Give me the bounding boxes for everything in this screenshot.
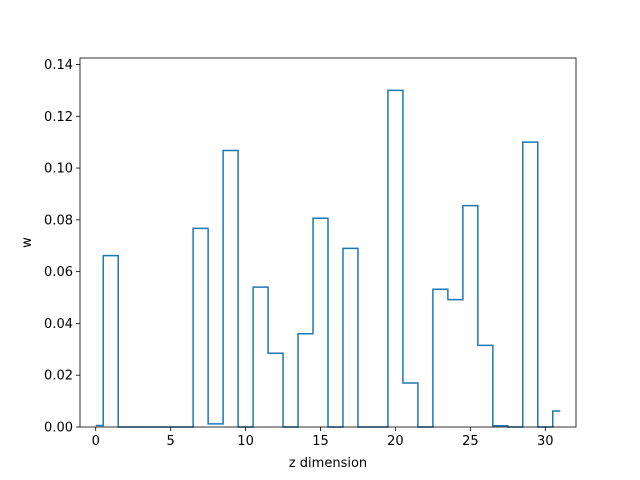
y-tick-label: 0.04: [44, 317, 73, 332]
y-tick-label: 0.06: [44, 265, 73, 280]
ticks-layer: 0 5 10 15 20 25 30 0.00 0.02 0.04 0.06 0.08 0.10 0.12…: [44, 58, 554, 449]
x-tick-label: 25: [462, 434, 479, 449]
x-tick-label: 0: [92, 434, 100, 449]
y-tick-label: 0.08: [44, 213, 73, 228]
axes-frame: [79, 57, 577, 428]
y-tick-label: 0.14: [44, 58, 73, 73]
x-axis-label: z dimension: [289, 456, 367, 471]
y-tick-label: 0.02: [44, 369, 73, 384]
x-tick-label: 20: [387, 434, 404, 449]
x-tick-label: 5: [167, 434, 175, 449]
x-tick-label: 10: [237, 434, 254, 449]
y-tick-label: 0.10: [44, 162, 73, 177]
x-tick-label: 15: [312, 434, 329, 449]
y-tick-label: 0.12: [44, 110, 73, 125]
y-tick-label: 0.00: [44, 421, 73, 436]
x-tick-label: 30: [537, 434, 554, 449]
y-axis-label: w: [20, 237, 35, 248]
